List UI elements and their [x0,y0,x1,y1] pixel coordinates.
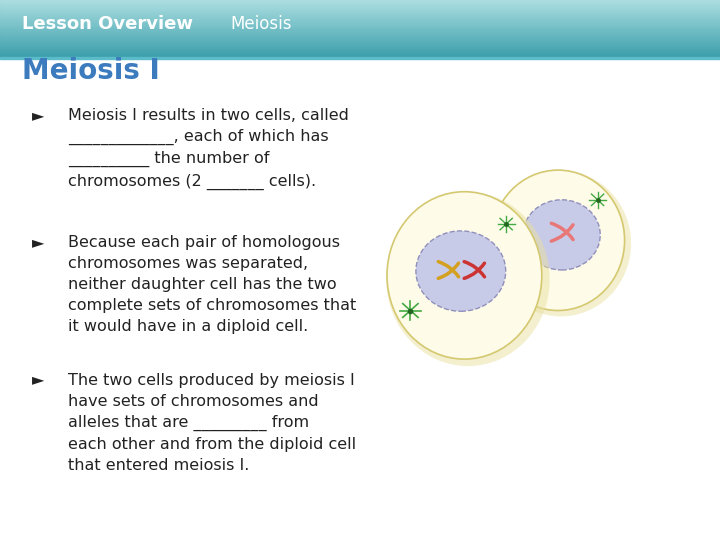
Text: Meiosis I: Meiosis I [22,57,159,85]
Ellipse shape [416,231,505,311]
Text: The two cells produced by meiosis I
have sets of chromosomes and
alleles that ar: The two cells produced by meiosis I have… [68,373,356,473]
Text: Because each pair of homologous
chromosomes was separated,
neither daughter cell: Because each pair of homologous chromoso… [68,235,356,334]
Ellipse shape [523,200,600,270]
Ellipse shape [491,170,625,310]
Ellipse shape [387,192,542,359]
Text: ►: ► [32,108,45,123]
Ellipse shape [491,171,631,316]
Text: Lesson Overview: Lesson Overview [22,15,193,33]
Bar [0,57,720,59]
Text: ►: ► [32,235,45,250]
Ellipse shape [386,192,550,366]
Text: Meiosis I results in two cells, called
_____________, each of which has
________: Meiosis I results in two cells, called _… [68,108,349,190]
Text: Meiosis: Meiosis [230,15,292,33]
Text: ►: ► [32,373,45,388]
